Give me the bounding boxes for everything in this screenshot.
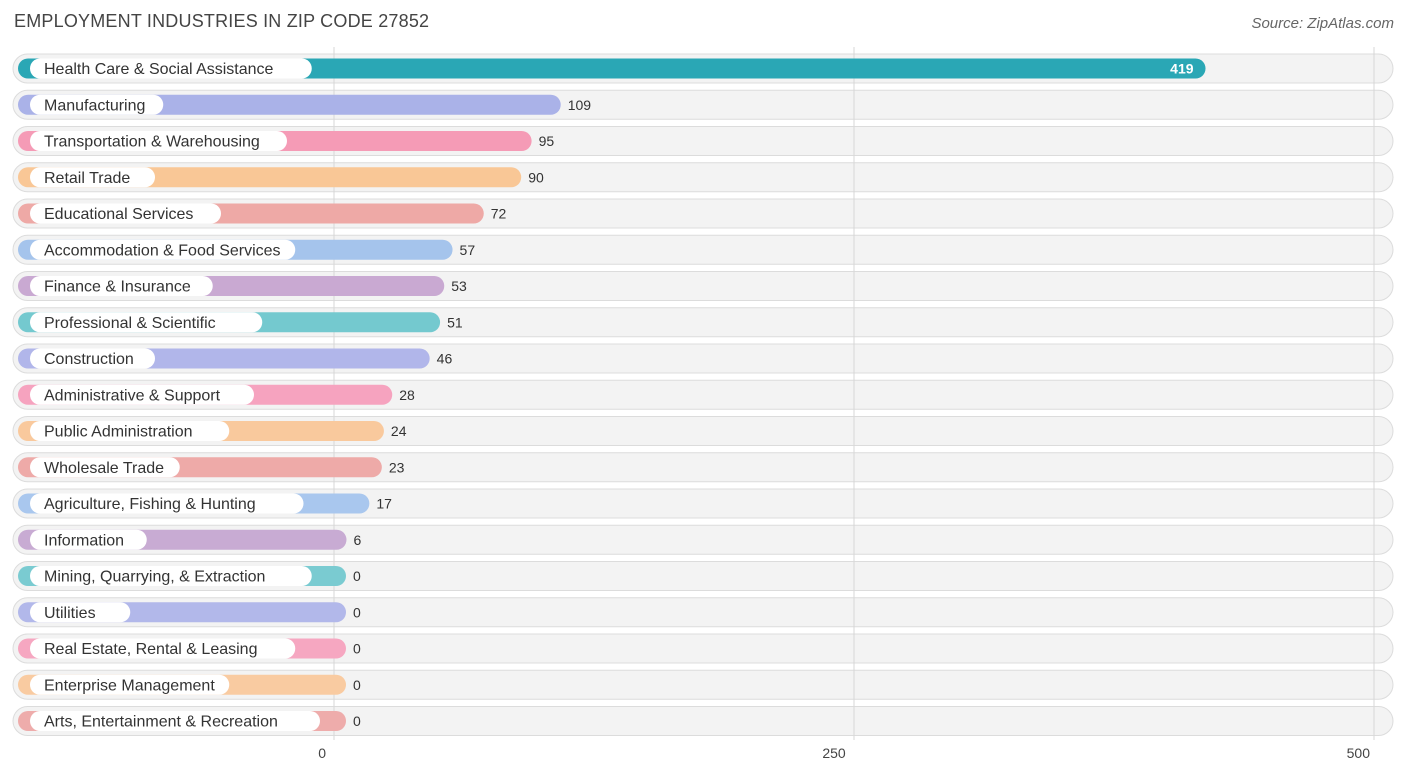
label-pill (30, 58, 312, 79)
value-label: 46 (437, 351, 453, 367)
x-tick-label: 250 (822, 745, 846, 761)
category-label: Health Care & Social Assistance (44, 61, 274, 78)
value-label: 24 (391, 423, 407, 439)
category-label: Finance & Insurance (44, 279, 191, 296)
category-label: Information (44, 532, 124, 549)
value-label: 0 (353, 604, 361, 620)
value-label: 109 (568, 97, 592, 113)
value-label: 72 (491, 206, 507, 222)
label-pill (30, 384, 254, 405)
label-pill (30, 457, 180, 478)
category-label: Mining, Quarrying, & Extraction (44, 569, 265, 586)
value-label: 23 (389, 459, 405, 475)
category-label: Agriculture, Fishing & Hunting (44, 496, 256, 513)
bar (18, 58, 1206, 79)
x-tick-label: 500 (1347, 745, 1371, 761)
label-pill (30, 239, 296, 260)
category-label: Enterprise Management (44, 677, 215, 694)
label-pill (30, 529, 147, 550)
value-label: 6 (353, 532, 361, 548)
value-label: 0 (353, 713, 361, 729)
value-label: 419 (1170, 61, 1194, 77)
value-label: 28 (399, 387, 415, 403)
label-pill (30, 674, 230, 695)
category-label: Real Estate, Rental & Leasing (44, 641, 257, 658)
label-pill (30, 566, 312, 586)
category-label: Utilities (44, 605, 96, 622)
row-background (12, 597, 1394, 628)
label-pill (30, 312, 263, 333)
row-background (12, 561, 1394, 591)
label-pill (30, 203, 221, 224)
value-label: 0 (353, 641, 361, 657)
category-label: Educational Services (44, 206, 193, 223)
value-label: 17 (376, 496, 392, 512)
category-label: Retail Trade (44, 170, 130, 187)
category-label: Manufacturing (44, 97, 145, 114)
value-label: 90 (528, 169, 544, 185)
label-pill (30, 276, 213, 296)
value-label: 0 (353, 568, 361, 584)
category-label: Transportation & Warehousing (44, 134, 260, 151)
value-label: 53 (451, 278, 467, 294)
row-background (12, 633, 1394, 664)
label-pill (30, 131, 287, 151)
chart-title: EMPLOYMENT INDUSTRIES IN ZIP CODE 27852 (14, 11, 430, 31)
category-label: Wholesale Trade (44, 460, 164, 477)
category-label: Professional & Scientific (44, 315, 216, 332)
label-pill (30, 348, 155, 369)
chart-source: Source: ZipAtlas.com (1251, 15, 1394, 32)
category-label: Accommodation & Food Services (44, 242, 281, 259)
bar-layer: Health Care & Social Assistance 419 Manufa… (18, 58, 1206, 731)
label-pill (30, 421, 230, 441)
value-label: 0 (353, 677, 361, 693)
label-pill (30, 602, 131, 623)
x-tick-label: 0 (318, 745, 326, 761)
value-label: 57 (460, 242, 476, 258)
label-pill (30, 638, 296, 659)
row-background (12, 669, 1394, 700)
row-background (12, 706, 1394, 736)
category-label: Arts, Entertainment & Recreation (44, 714, 278, 731)
value-label: 51 (447, 314, 463, 330)
value-label: 95 (539, 133, 555, 149)
label-pill (30, 493, 304, 514)
row-background (12, 524, 1394, 555)
label-pill (30, 94, 164, 115)
category-label: Construction (44, 351, 134, 368)
label-pill (30, 167, 155, 188)
label-pill (30, 711, 320, 731)
category-label: Public Administration (44, 424, 193, 441)
category-label: Administrative & Support (44, 387, 221, 404)
